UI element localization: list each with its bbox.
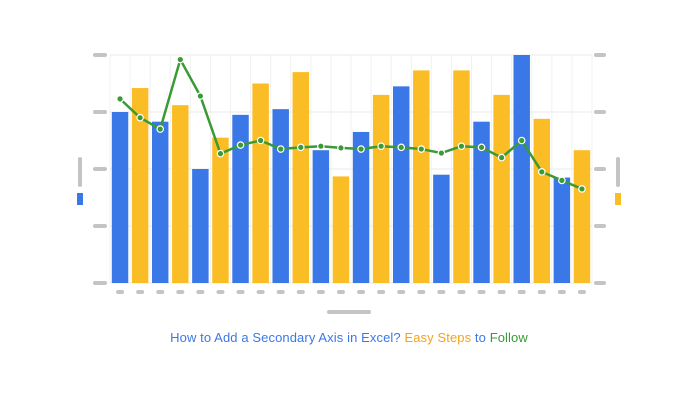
bar bbox=[493, 94, 510, 284]
y2-tick-label bbox=[594, 167, 606, 171]
bar bbox=[453, 70, 470, 283]
legend-swatch-blue bbox=[77, 193, 83, 205]
bar bbox=[151, 121, 169, 283]
x-tick-label bbox=[136, 290, 145, 294]
bar bbox=[433, 174, 450, 283]
line-point bbox=[216, 149, 225, 158]
line-point bbox=[296, 143, 305, 152]
x-tick-label bbox=[276, 290, 285, 294]
bar bbox=[533, 118, 551, 283]
x-tick-label bbox=[457, 290, 466, 294]
line-point bbox=[578, 185, 586, 193]
line-point bbox=[417, 145, 426, 153]
line-point bbox=[537, 168, 546, 176]
x-tick-label bbox=[577, 290, 586, 294]
bar bbox=[553, 177, 571, 283]
bar bbox=[312, 150, 330, 283]
y-tick-label bbox=[93, 167, 107, 171]
legend-swatch-orange bbox=[615, 193, 621, 205]
line-point bbox=[357, 145, 365, 153]
y2-tick-label bbox=[594, 281, 606, 285]
bar bbox=[252, 83, 269, 283]
line-point bbox=[397, 143, 406, 152]
line-point bbox=[176, 55, 185, 64]
x-tick-label bbox=[116, 290, 125, 294]
x-tick-label bbox=[216, 290, 225, 294]
bar bbox=[192, 169, 209, 283]
bar bbox=[292, 72, 310, 283]
bar bbox=[473, 121, 490, 283]
axis-placeholders bbox=[77, 53, 621, 314]
x-tick-label bbox=[196, 290, 205, 294]
bar bbox=[352, 131, 370, 283]
line-point bbox=[236, 141, 245, 149]
x-tick-label bbox=[497, 290, 506, 294]
bar-series bbox=[111, 55, 591, 284]
bar bbox=[172, 105, 189, 283]
x-tick-label bbox=[296, 290, 305, 294]
x-tick-label bbox=[357, 290, 366, 294]
y-tick-label bbox=[93, 224, 107, 228]
y-tick-label bbox=[93, 281, 107, 285]
line-point bbox=[497, 153, 506, 162]
x-tick-label bbox=[316, 290, 325, 294]
line-point bbox=[337, 144, 345, 152]
x-tick-label bbox=[156, 290, 165, 294]
caption-part-orange: Easy Steps bbox=[404, 330, 475, 345]
x-tick-label bbox=[537, 290, 546, 294]
y2-axis-title bbox=[616, 157, 620, 187]
x-tick-label bbox=[377, 290, 386, 294]
line-point bbox=[437, 149, 446, 157]
y2-tick-label bbox=[594, 110, 606, 114]
x-tick-label bbox=[397, 290, 406, 294]
caption-part-blue-2: to bbox=[474, 330, 490, 345]
bar bbox=[513, 55, 530, 283]
x-tick-label bbox=[336, 290, 345, 294]
line-series bbox=[116, 55, 586, 193]
x-tick-label bbox=[477, 290, 486, 294]
line-point bbox=[276, 145, 285, 153]
bar bbox=[131, 88, 149, 283]
chart-caption: How to Add a Secondary Axis in Excel? Ea… bbox=[0, 330, 698, 345]
bar bbox=[392, 86, 410, 283]
bar bbox=[573, 150, 591, 283]
y-axis-title bbox=[78, 157, 82, 187]
x-tick-label bbox=[557, 290, 566, 294]
y2-tick-label bbox=[594, 224, 606, 228]
gridlines bbox=[109, 54, 593, 284]
x-tick-label bbox=[176, 290, 185, 294]
y2-tick-label bbox=[594, 53, 606, 57]
bar bbox=[232, 114, 249, 283]
x-tick-label bbox=[256, 290, 265, 294]
line-point bbox=[196, 92, 205, 100]
line-point bbox=[136, 113, 144, 122]
bar bbox=[372, 94, 390, 284]
y-tick-label bbox=[93, 53, 107, 57]
x-tick-label bbox=[437, 290, 446, 294]
caption-part-blue: How to Add a Secondary Axis in Excel? bbox=[170, 330, 405, 345]
bar bbox=[332, 176, 350, 283]
caption-part-green: Follow bbox=[489, 330, 528, 345]
y-tick-label bbox=[93, 110, 107, 114]
line-point bbox=[558, 176, 566, 185]
x-axis-title bbox=[327, 310, 371, 314]
line-point bbox=[317, 142, 325, 151]
line-point bbox=[256, 136, 265, 145]
line-point bbox=[156, 125, 165, 133]
series-line bbox=[119, 58, 583, 191]
bar bbox=[413, 70, 430, 283]
line-point bbox=[457, 142, 466, 151]
line-point bbox=[116, 95, 124, 103]
line-point bbox=[377, 142, 385, 151]
bar bbox=[272, 109, 289, 284]
line-point bbox=[477, 143, 486, 152]
bar bbox=[212, 137, 229, 283]
bar bbox=[111, 112, 129, 283]
x-tick-label bbox=[236, 290, 245, 294]
x-tick-label bbox=[417, 290, 426, 294]
line-point bbox=[517, 136, 526, 145]
x-tick-label bbox=[517, 290, 526, 294]
